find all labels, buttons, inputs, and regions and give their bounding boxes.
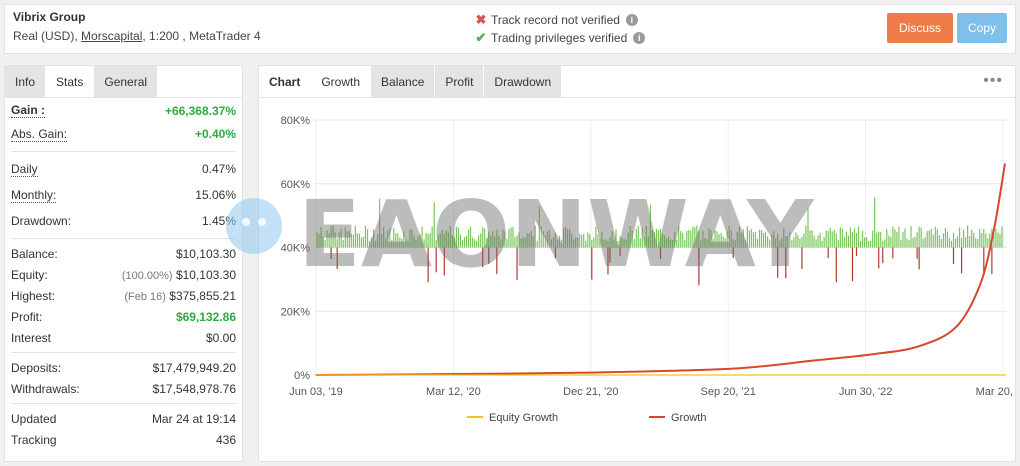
stat-value: 0.47% bbox=[201, 162, 236, 176]
x-tick-label: Sep 20, '21 bbox=[701, 386, 756, 398]
account-details: Real (USD), Morscapital, 1:200 , MetaTra… bbox=[13, 29, 261, 43]
tab-growth[interactable]: Growth bbox=[311, 66, 372, 97]
chart-panel: Chart Growth Balance Profit Drawdown •••… bbox=[258, 65, 1016, 462]
tab-stats[interactable]: Stats bbox=[46, 66, 95, 97]
stat-label: Balance: bbox=[11, 246, 58, 261]
account-name: Vibrix Group bbox=[13, 10, 86, 24]
stat-value: $69,132.86 bbox=[175, 309, 236, 324]
tab-info[interactable]: Info bbox=[5, 66, 47, 97]
stat-label: Interest bbox=[11, 330, 52, 345]
stat-value: (100.00%) $10,103.30 bbox=[122, 268, 236, 282]
highest-amount: $375,855.21 bbox=[169, 288, 236, 303]
account-header: Vibrix Group Real (USD), Morscapital, 1:… bbox=[4, 4, 1016, 54]
stat-value: 15.06% bbox=[195, 188, 236, 202]
y-tick-label: 80K% bbox=[281, 115, 311, 127]
y-tick-label: 20K% bbox=[281, 306, 311, 318]
stat-label[interactable]: Abs. Gain: bbox=[11, 126, 68, 142]
account-leverage-platform: , 1:200 , MetaTrader 4 bbox=[142, 29, 261, 43]
stat-value: $17,548,978.76 bbox=[152, 381, 236, 396]
equity-amount: $10,103.30 bbox=[175, 267, 236, 282]
divider bbox=[11, 352, 236, 353]
discuss-button[interactable]: Discuss bbox=[887, 13, 953, 43]
stat-value: +0.40% bbox=[194, 127, 236, 141]
stat-abs-gain: Abs. Gain: +0.40% bbox=[11, 121, 236, 147]
y-tick-label: 40K% bbox=[281, 243, 311, 255]
track-record-status: ✖ Track record not verified i bbox=[475, 11, 645, 29]
info-icon[interactable]: i bbox=[625, 14, 638, 26]
stat-profit: Profit: $69,132.86 bbox=[11, 306, 236, 327]
x-tick-label: Mar 12, '20 bbox=[426, 386, 481, 398]
stats-list: Gain : +66,368.37% Abs. Gain: +0.40% Dai… bbox=[5, 100, 242, 450]
tab-balance[interactable]: Balance bbox=[371, 66, 436, 97]
legend-label: Equity Growth bbox=[489, 412, 558, 424]
cross-icon: ✖ bbox=[475, 12, 487, 27]
chart-tabs-label: Chart bbox=[259, 66, 312, 97]
stat-value: $10,103.30 bbox=[175, 246, 236, 261]
stat-withdrawals: Withdrawals: $17,548,978.76 bbox=[11, 378, 236, 399]
stat-updated: Updated Mar 24 at 19:14 bbox=[11, 408, 236, 429]
more-options-icon[interactable]: ••• bbox=[983, 72, 1003, 89]
account-type: Real (USD), bbox=[13, 29, 78, 43]
stat-balance: Balance: $10,103.30 bbox=[11, 243, 236, 264]
stat-value: Mar 24 at 19:14 bbox=[151, 411, 236, 426]
stat-interest: Interest $0.00 bbox=[11, 327, 236, 348]
stat-value: (Feb 16) $375,855.21 bbox=[124, 289, 236, 303]
stat-label: Profit: bbox=[11, 309, 43, 324]
stat-tracking: Tracking 436 bbox=[11, 429, 236, 450]
y-tick-label: 60K% bbox=[281, 179, 311, 191]
x-tick-label: Jun 30, '22 bbox=[839, 386, 892, 398]
x-tick-label: Jun 03, '19 bbox=[289, 386, 342, 398]
stat-label: Highest: bbox=[11, 288, 56, 303]
divider bbox=[11, 151, 236, 152]
stat-label: Tracking bbox=[11, 432, 57, 447]
stat-label[interactable]: Gain : bbox=[11, 103, 46, 118]
stat-value: 436 bbox=[215, 432, 236, 447]
stat-monthly: Monthly: 15.06% bbox=[11, 182, 236, 208]
stat-drawdown: Drawdown: 1.45% bbox=[11, 208, 236, 234]
y-tick-label: 0% bbox=[294, 370, 310, 382]
x-tick-label: Dec 21, '20 bbox=[563, 386, 618, 398]
stat-value: $17,479,949.20 bbox=[152, 360, 236, 375]
stat-label[interactable]: Monthly: bbox=[11, 187, 57, 203]
growth-chart: 0% 20K% 40K% 60K% 80K% Jun 03, '19 Mar 12, '20… bbox=[281, 115, 1015, 424]
stat-label: Equity: bbox=[11, 267, 48, 282]
stat-value: $0.00 bbox=[205, 330, 236, 345]
broker-link[interactable]: Morscapital bbox=[81, 29, 143, 43]
tab-general[interactable]: General bbox=[94, 66, 159, 97]
stat-value: 1.45% bbox=[201, 214, 236, 228]
stat-label: Drawdown: bbox=[11, 214, 72, 228]
stat-label: Updated bbox=[11, 411, 57, 426]
tab-drawdown[interactable]: Drawdown bbox=[484, 66, 563, 97]
stat-deposits: Deposits: $17,479,949.20 bbox=[11, 357, 236, 378]
check-icon: ✔ bbox=[475, 30, 487, 45]
track-record-text: Track record not verified bbox=[491, 13, 620, 27]
stat-label: Deposits: bbox=[11, 360, 62, 375]
divider bbox=[11, 403, 236, 404]
highest-date: (Feb 16) bbox=[124, 290, 166, 303]
stat-value: +66,368.37% bbox=[164, 103, 236, 118]
stat-label: Withdrawals: bbox=[11, 381, 80, 396]
growth-line bbox=[315, 163, 1006, 376]
info-icon[interactable]: i bbox=[633, 32, 646, 44]
chart-tabs: Chart Growth Balance Profit Drawdown bbox=[259, 66, 1015, 98]
stat-equity: Equity: (100.00%) $10,103.30 bbox=[11, 264, 236, 285]
stats-panel: Info Stats General Gain : +66,368.37% Ab… bbox=[4, 65, 243, 462]
divider bbox=[11, 238, 236, 239]
stat-gain: Gain : +66,368.37% bbox=[11, 100, 236, 121]
tab-profit[interactable]: Profit bbox=[435, 66, 485, 97]
trading-privileges-text: Trading privileges verified bbox=[491, 31, 628, 45]
stats-tabs: Info Stats General bbox=[5, 66, 242, 98]
equity-percent: (100.00%) bbox=[121, 269, 173, 282]
x-tick-label: Mar 20, '23 bbox=[976, 386, 1015, 398]
verification-status: ✖ Track record not verified i ✔ Trading … bbox=[475, 11, 646, 47]
stat-daily: Daily 0.47% bbox=[11, 156, 236, 182]
trading-privileges-status: ✔ Trading privileges verified i bbox=[475, 29, 646, 47]
stat-label[interactable]: Daily bbox=[11, 161, 38, 177]
stat-highest: Highest: (Feb 16) $375,855.21 bbox=[11, 285, 236, 306]
copy-button[interactable]: Copy bbox=[957, 13, 1007, 43]
legend-label: Growth bbox=[671, 412, 706, 424]
